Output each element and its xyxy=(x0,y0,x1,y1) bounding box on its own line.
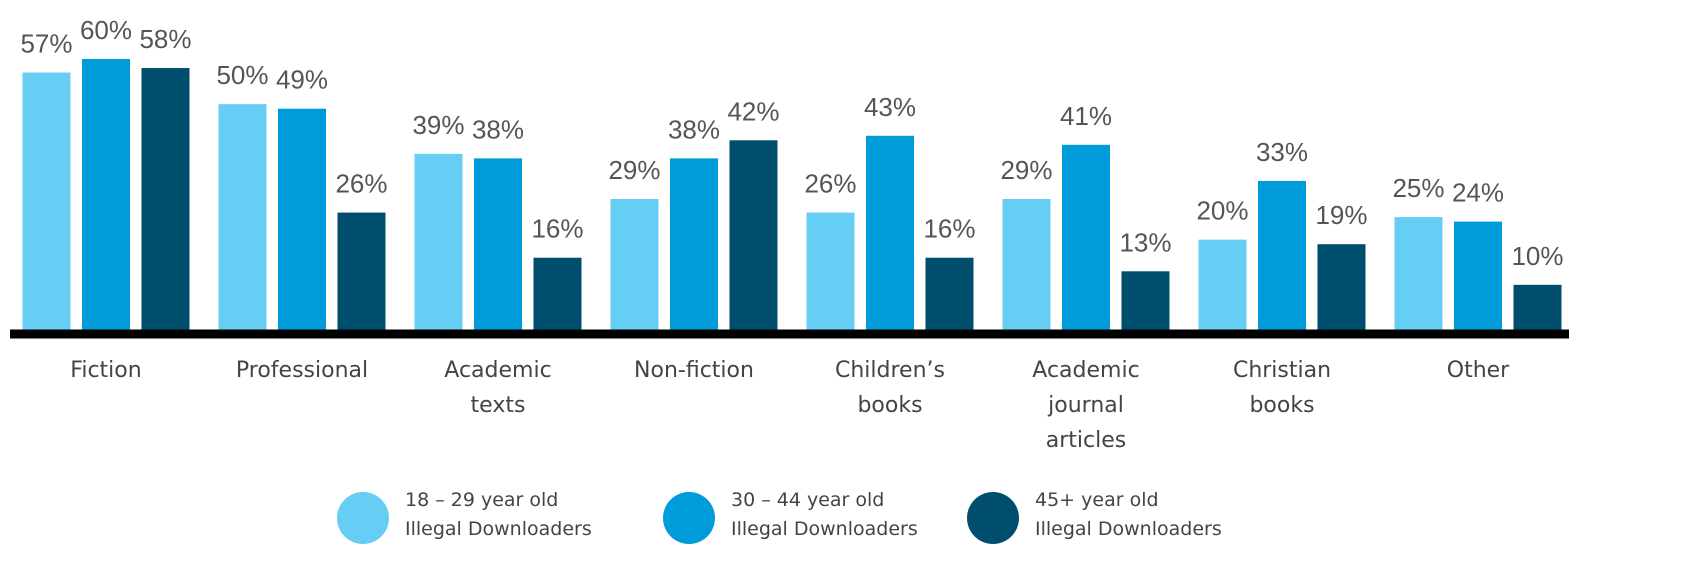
value-label: 29% xyxy=(1000,155,1052,185)
value-label: 38% xyxy=(668,114,720,144)
bar xyxy=(1394,217,1443,330)
x-tick-label: Professional xyxy=(235,358,369,383)
value-label: 33% xyxy=(1256,137,1308,167)
legend-label: 45+ year old Illegal Downloaders xyxy=(1035,489,1222,540)
value-label: 16% xyxy=(923,214,975,244)
bar xyxy=(1002,199,1051,330)
value-label: 50% xyxy=(216,60,268,90)
x-tick-label: Christian books xyxy=(1232,358,1332,418)
x-tick-label: Other xyxy=(1446,358,1510,383)
bar xyxy=(474,158,522,330)
bar xyxy=(1121,271,1170,330)
value-label: 26% xyxy=(335,169,387,199)
bar xyxy=(278,108,326,330)
bar xyxy=(1317,244,1366,330)
bar xyxy=(533,257,582,330)
bar xyxy=(1258,180,1306,330)
bar xyxy=(218,104,267,331)
bar xyxy=(82,59,130,330)
x-tick-label: Academic journal articles xyxy=(1032,358,1140,453)
bar xyxy=(610,199,659,330)
value-label: 39% xyxy=(412,110,464,140)
legend-swatch xyxy=(663,492,715,544)
bar xyxy=(729,140,778,330)
bar xyxy=(806,212,855,330)
bar xyxy=(866,135,914,330)
bar xyxy=(22,72,71,331)
value-label: 26% xyxy=(804,169,856,199)
bar xyxy=(141,68,190,331)
value-label: 19% xyxy=(1315,200,1367,230)
value-label: 43% xyxy=(864,92,916,122)
bar xyxy=(1062,144,1110,330)
value-label: 58% xyxy=(139,24,191,54)
value-label: 16% xyxy=(531,214,583,244)
value-label: 25% xyxy=(1392,173,1444,203)
legend-label: 18 – 29 year old Illegal Downloaders xyxy=(405,489,592,540)
bar xyxy=(670,158,718,330)
bar xyxy=(1454,221,1502,330)
value-label: 42% xyxy=(727,96,779,126)
bar xyxy=(925,257,974,330)
bar xyxy=(1513,284,1562,330)
value-label: 38% xyxy=(472,114,524,144)
legend-swatch xyxy=(337,492,389,544)
value-label: 10% xyxy=(1511,241,1563,271)
value-label: 60% xyxy=(80,15,132,45)
bar xyxy=(414,153,463,330)
x-tick-label: Academic texts xyxy=(444,358,552,418)
bar xyxy=(337,212,386,330)
x-tick-label: Non-fiction xyxy=(634,358,754,383)
bar xyxy=(1198,239,1247,330)
value-label: 24% xyxy=(1452,178,1504,208)
legend-swatch xyxy=(967,492,1019,544)
value-label: 29% xyxy=(608,155,660,185)
value-label: 13% xyxy=(1119,227,1171,257)
legend-label: 30 – 44 year old Illegal Downloaders xyxy=(731,489,918,540)
x-tick-label: Children’s books xyxy=(835,358,945,418)
value-label: 41% xyxy=(1060,101,1112,131)
x-tick-label: Fiction xyxy=(70,358,142,383)
value-label: 49% xyxy=(276,65,328,95)
value-label: 57% xyxy=(20,29,72,59)
value-label: 20% xyxy=(1196,196,1248,226)
